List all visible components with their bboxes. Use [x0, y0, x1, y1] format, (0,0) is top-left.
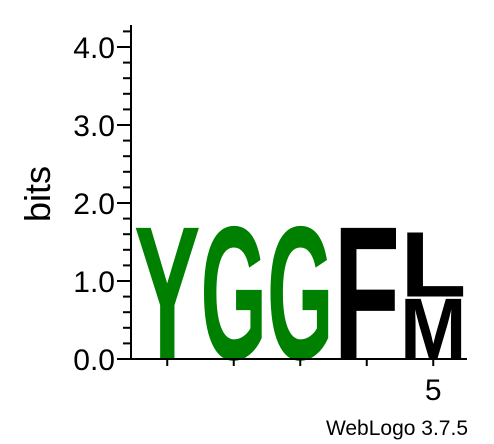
- y-tick-label: 0.0: [73, 344, 115, 377]
- y-axis: 0.0 1.0 2.0 3.0 4.0: [73, 25, 132, 377]
- y-tick-label: 2.0: [73, 188, 115, 221]
- x-tick-label: 5: [425, 374, 442, 407]
- x-axis: 5: [131, 358, 467, 407]
- logo-letter-g-pos2: G: [201, 187, 267, 400]
- y-axis-title: bits: [17, 166, 58, 222]
- y-tick-label: 3.0: [73, 110, 115, 143]
- weblogo-credit: WebLogo 3.7.5: [326, 417, 468, 440]
- logo-letter-l-pos5: L: [400, 214, 467, 317]
- y-tick-label: 4.0: [73, 32, 115, 65]
- letter-stacks: Y G G F ML: [134, 186, 467, 401]
- logo-letter-y-pos1: Y: [134, 187, 200, 400]
- y-tick-label: 1.0: [73, 266, 115, 299]
- logo-letter-f-pos4: F: [334, 186, 401, 400]
- logo-letter-g-pos3: G: [267, 187, 333, 400]
